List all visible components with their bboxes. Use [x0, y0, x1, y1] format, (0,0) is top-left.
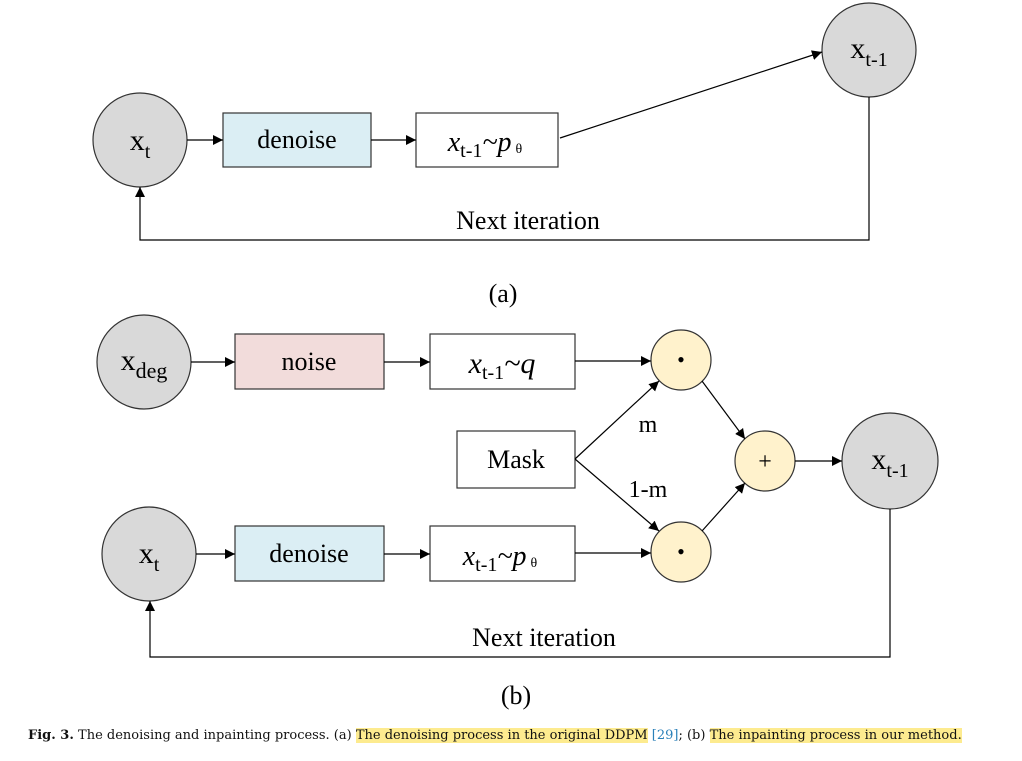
sample-label-a: xt-1~p θ: [447, 127, 523, 162]
arrow-a-sample-to-xt1: [559, 50, 823, 139]
panel-label-b: (b): [501, 681, 531, 710]
caption-highlight-2: The inpainting process in our method.: [709, 728, 962, 743]
sample-q-box: [429, 333, 576, 390]
loop-label-b: Next iteration: [472, 623, 616, 652]
noise-label: noise: [282, 347, 337, 376]
panel-b: xdeg noise xt-1~q Mask xt denoise xt-1~p…: [96, 314, 939, 710]
denoise-label-a: denoise: [257, 125, 336, 154]
sample-p-label-b: xt-1~p θ: [462, 541, 538, 576]
multiply-symbol-bottom: •: [677, 539, 685, 564]
denoise-label-b: denoise: [269, 539, 348, 568]
arrow-b-multiply-top-to-add: [701, 380, 746, 440]
mask-box: [456, 430, 576, 489]
caption-fig-label: Fig. 3.: [28, 728, 74, 743]
node-a-xt1-label: xt-1: [850, 32, 887, 71]
caption-highlight-1: The denoising process in the original DD…: [355, 728, 648, 743]
loop-label-a: Next iteration: [456, 206, 600, 235]
one-minus-m-label: 1-m: [629, 477, 668, 503]
multiply-symbol-top: •: [677, 347, 685, 372]
panel-label-a: (a): [489, 279, 518, 308]
m-label: m: [639, 412, 658, 438]
noise-box: [234, 333, 385, 390]
node-b-xdeg-label: xdeg: [121, 344, 168, 383]
panel-a: xt denoise xt-1~p θ xt-1 Next iteration (…: [92, 2, 917, 308]
node-b-xt-label: xt: [139, 537, 160, 576]
arrow-b-multiply-bottom-to-add: [701, 482, 746, 532]
sample-q-label: xt-1~q: [468, 347, 536, 384]
mask-label: Mask: [487, 445, 545, 474]
multiply-op-bottom: [650, 521, 712, 583]
denoise-box-a: [222, 112, 372, 168]
figure-caption: Fig. 3. The denoising and inpainting pro…: [28, 728, 1018, 743]
node-b-xt1-label: xt-1: [871, 443, 908, 482]
arrow-b-mask-to-multiply-top: [574, 380, 660, 460]
arrow-b-mask-to-multiply-bottom: [574, 458, 660, 532]
caption-reference-link[interactable]: [29]: [651, 728, 679, 743]
node-a-xt-label: xt: [130, 124, 151, 163]
add-symbol: +: [758, 449, 772, 475]
denoise-box-b: [234, 525, 385, 582]
loop-arrow-b: [145, 509, 891, 658]
caption-text-1: The denoising and inpainting process. (a…: [78, 728, 352, 743]
loop-arrow-a: [135, 97, 870, 241]
diagram-svg: xt denoise xt-1~p θ xt-1 Next iteration (…: [92, 2, 939, 710]
multiply-op-top: [650, 329, 712, 391]
caption-text-2: ; (b): [678, 728, 706, 743]
sample-p-box-b: [429, 525, 576, 582]
